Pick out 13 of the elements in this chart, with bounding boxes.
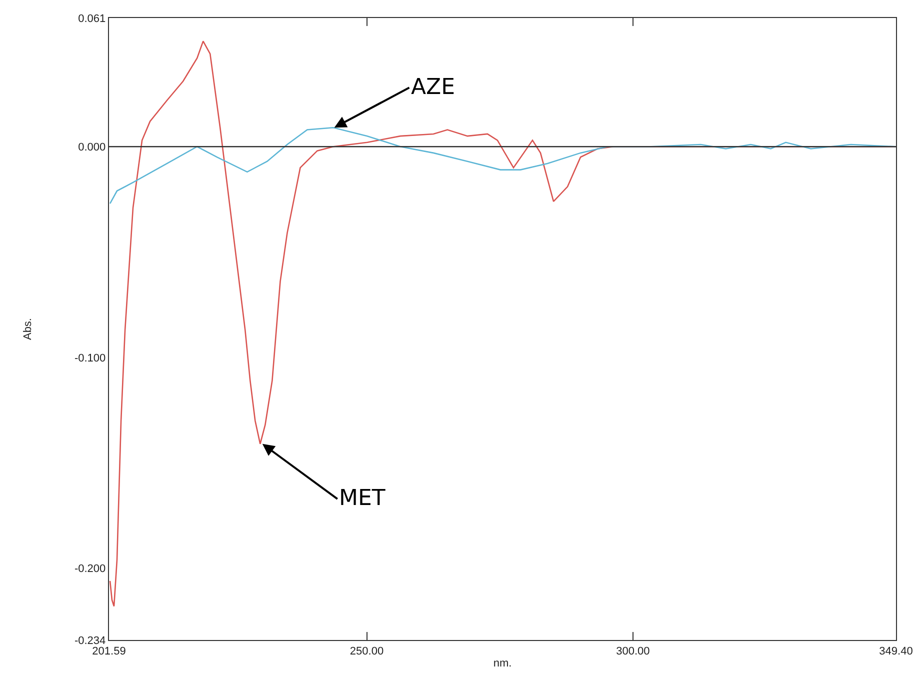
x-tick-label: 250.00 <box>350 645 384 658</box>
y-tick-label: -0.200 <box>74 563 106 576</box>
y-tick-label: 0.061 <box>78 12 106 25</box>
x-axis-title: nm. <box>493 658 512 670</box>
annotation: MET <box>339 486 386 511</box>
y-axis-title: Abs. <box>22 318 34 340</box>
annotation: AZE <box>411 75 456 100</box>
x-tick-label: 300.00 <box>616 645 650 658</box>
y-tick-label: -0.234 <box>74 634 106 647</box>
y-tick-label: 0.000 <box>78 141 106 154</box>
x-tick-label: 201.59 <box>92 645 126 658</box>
y-tick-label: -0.100 <box>74 352 106 364</box>
x-tick-label: 349.40 <box>879 645 913 658</box>
